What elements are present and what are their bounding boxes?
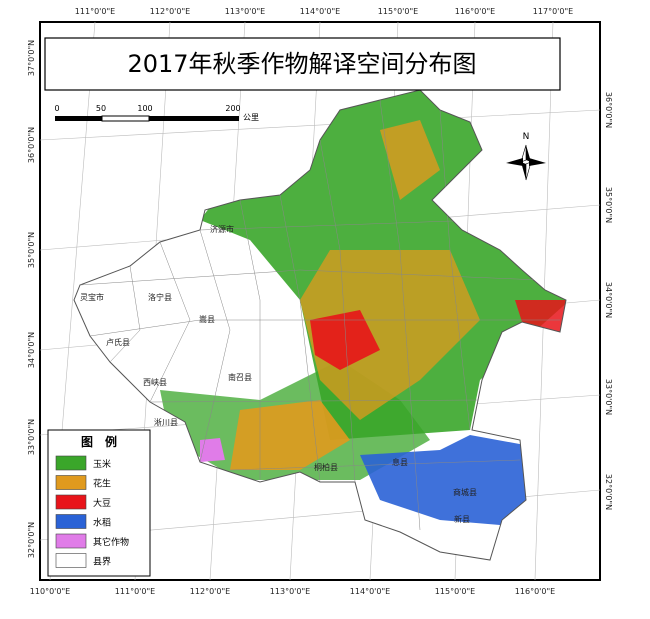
legend-swatch [55,455,87,471]
scale-label: 50 [96,104,106,113]
legend-swatch [55,514,87,529]
legend-label: 水稻 [93,517,111,529]
lat-label: 35°0'0"N [27,232,36,268]
county-label: 南召县 [228,372,252,382]
lon-label: 115°0'0"E [378,7,418,16]
county-label: 灵宝市 [80,292,104,302]
legend-label: 县界 [93,557,111,568]
lat-label: 36°0'0"N [27,127,36,163]
county-label: 洛宁县 [148,292,172,302]
lon-label: 117°0'0"E [533,7,573,16]
scale-label: 0 [54,104,59,113]
lon-label: 111°0'0"E [115,587,155,596]
lat-label: 32°0'0"N [27,522,36,558]
county-label: 卢氏县 [106,337,130,347]
title: 2017年秋季作物解译空间分布图 [127,50,476,78]
lat-label: 34°0'0"N [27,332,36,368]
north-label: N [523,132,530,142]
scale-label: 200 [225,104,240,113]
legend-swatch [55,494,87,510]
legend-label: 花生 [93,478,111,490]
legend-swatch [55,553,87,568]
lon-label: 114°0'0"E [350,587,390,596]
lon-label: 113°0'0"E [270,587,310,596]
scale-bar [55,115,239,122]
lon-label: 116°0'0"E [455,7,495,16]
county-label: 济源市 [210,224,234,234]
legend-title: 图 例 [81,434,117,449]
lat-label: 33°0'0"N [27,419,36,455]
lat-label: 37°0'0"N [27,40,36,76]
lat-label: 33°0'0"N [604,379,613,415]
lon-label: 111°0'0"E [75,7,115,16]
county-label: 淅川县 [154,417,178,427]
legend-swatch [55,533,87,549]
lon-label: 112°0'0"E [150,7,190,16]
lon-label: 114°0'0"E [300,7,340,16]
county-label: 西峡县 [143,377,167,387]
county-borders [79,99,560,531]
scale-label: 100 [137,104,152,113]
lon-label: 112°0'0"E [190,587,230,596]
lat-label: 35°0'0"N [604,187,613,223]
lon-label: 113°0'0"E [225,7,265,16]
county-label: 桐柏县 [314,462,338,472]
county-label: 息县 [392,457,408,467]
lat-label: 32°0'0"N [604,474,613,510]
title-box [44,37,561,91]
north-arrow [506,144,546,181]
lon-label: 116°0'0"E [515,587,555,596]
legend-label: 玉米 [93,458,111,470]
county-label: 商城县 [453,487,477,497]
lon-label: 115°0'0"E [435,587,475,596]
legend-label: 其它作物 [93,536,129,548]
lon-label: 110°0'0"E [30,587,70,596]
legend-swatch [55,475,87,490]
county-label: 新县 [454,514,470,524]
lat-label: 34°0'0"N [604,282,613,318]
legend-label: 大豆 [93,497,111,509]
lat-label: 36°0'0"N [604,92,613,128]
scale-unit: 公里 [243,113,259,122]
county-label: 嵩县 [199,315,215,324]
